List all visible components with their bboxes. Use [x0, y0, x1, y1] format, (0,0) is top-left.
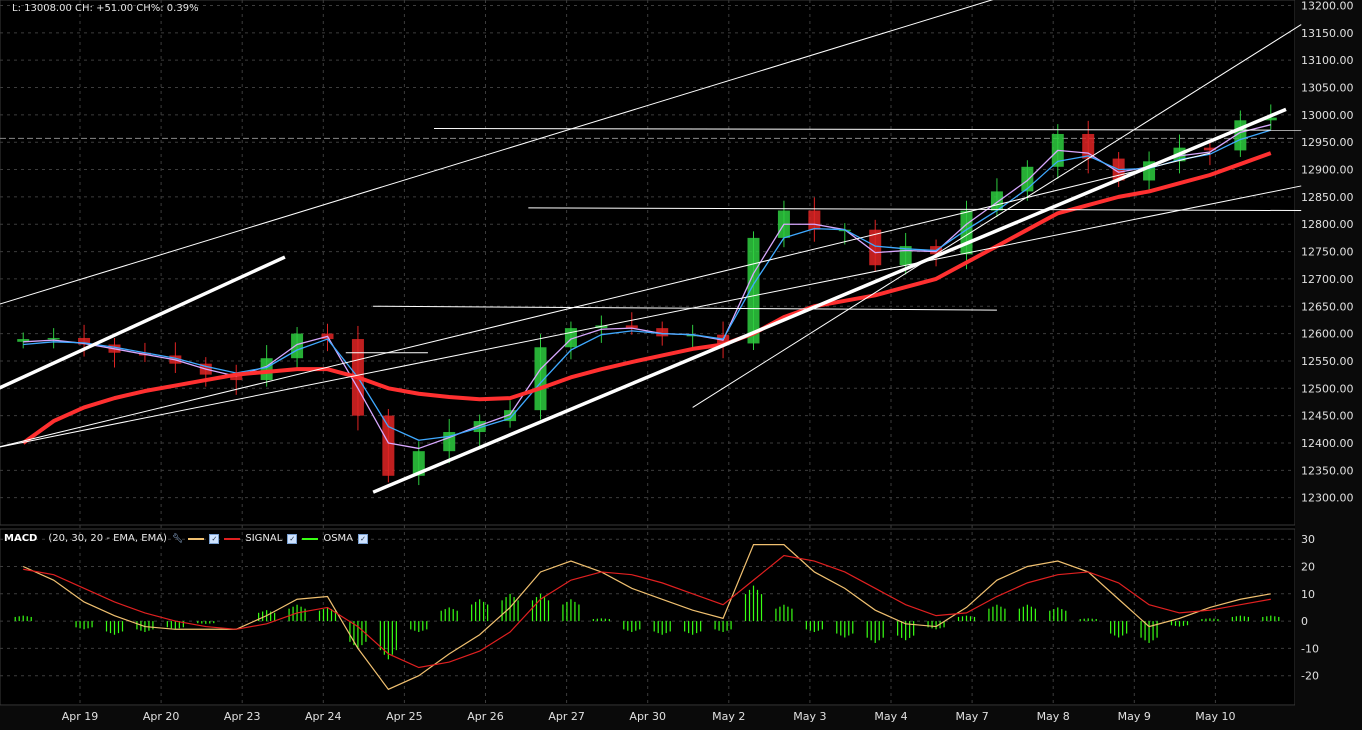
moving-average-line: [22, 151, 1272, 445]
candle-body: [1203, 147, 1216, 151]
price-chart[interactable]: [0, 0, 1302, 494]
macd-tick-label: -10: [1301, 642, 1319, 655]
candle-body: [47, 337, 60, 340]
y-axis-background: [1295, 0, 1362, 706]
price-info-readout: L: 13008.00 CH: +51.00 CH%: 0.39%: [12, 3, 199, 14]
macd-tick-label: 30: [1301, 533, 1315, 546]
macd-chart[interactable]: [14, 544, 1280, 691]
date-tick-label: Apr 27: [548, 710, 585, 723]
axes: 13200.00 13150.00 13100.00 13050.00 13000.00…: [62, 0, 1354, 723]
candle-body: [534, 347, 547, 411]
price-tick-label: 13200.00: [1301, 0, 1354, 12]
candle-body: [382, 415, 395, 476]
candle-body: [504, 410, 517, 422]
candle-body: [260, 358, 273, 381]
candle-body: [230, 374, 243, 381]
candle-body: [656, 328, 669, 337]
macd-tick-label: -20: [1301, 670, 1319, 683]
date-tick-label: Apr 25: [386, 710, 423, 723]
trendline[interactable]: [528, 207, 1302, 212]
macd-legend: MACD (20, 30, 20 - EMA, EMA) 🔧︎ ✓ SIGNAL…: [4, 531, 369, 546]
trendline[interactable]: [433, 128, 1302, 131]
price-tick-label: 12850.00: [1301, 191, 1354, 204]
candle-body: [808, 210, 821, 230]
price-tick-label: 12600.00: [1301, 328, 1354, 341]
price-tick-label: 13050.00: [1301, 82, 1354, 95]
macd-title: MACD: [4, 533, 38, 544]
price-tick-label: 12650.00: [1301, 300, 1354, 313]
macd-tick-label: 0: [1301, 615, 1308, 628]
trendline[interactable]: [0, 185, 1302, 449]
signal-visible-checkbox[interactable]: ✓: [287, 533, 298, 544]
trendline[interactable]: [372, 107, 1287, 494]
price-tick-label: 12900.00: [1301, 164, 1354, 177]
trendline[interactable]: [373, 305, 997, 311]
price-tick-label: 12350.00: [1301, 464, 1354, 477]
price-tick-label: 12950.00: [1301, 136, 1354, 149]
price-tick-label: 12500.00: [1301, 382, 1354, 395]
price-tick-label: 12400.00: [1301, 437, 1354, 450]
date-tick-label: Apr 20: [143, 710, 180, 723]
candle-body: [686, 334, 699, 337]
signal-label: SIGNAL: [245, 533, 283, 544]
candle-body: [869, 229, 882, 266]
price-tick-label: 12550.00: [1301, 355, 1354, 368]
date-tick-label: May 7: [955, 710, 988, 723]
macd-tick-label: 10: [1301, 588, 1315, 601]
moving-average-line: [23, 129, 1271, 441]
trendline[interactable]: [0, 0, 1027, 306]
osma-swatch: [302, 537, 319, 540]
macd-swatch: [188, 537, 205, 540]
price-tick-label: 13150.00: [1301, 27, 1354, 40]
candle-body: [291, 333, 304, 359]
price-tick-label: 12700.00: [1301, 273, 1354, 286]
candle-body: [412, 451, 425, 476]
date-tick-label: May 9: [1118, 710, 1151, 723]
osma-label: OSMA: [323, 533, 354, 544]
date-tick-label: Apr 19: [62, 710, 99, 723]
candle-body: [473, 421, 486, 433]
date-tick-label: May 2: [712, 710, 745, 723]
candle-body: [1021, 166, 1034, 192]
date-tick-label: Apr 24: [305, 710, 342, 723]
price-tick-label: 13000.00: [1301, 109, 1354, 122]
macd-tick-label: 20: [1301, 560, 1315, 573]
candle-body: [1264, 117, 1277, 121]
candle-body: [17, 339, 30, 342]
macd-params: (20, 30, 20 - EMA, EMA): [48, 533, 167, 544]
date-tick-label: Apr 23: [224, 710, 261, 723]
wrench-icon[interactable]: 🔧︎: [171, 533, 184, 544]
price-tick-label: 12300.00: [1301, 492, 1354, 505]
price-tick-label: 12450.00: [1301, 410, 1354, 423]
candle-body: [78, 337, 91, 345]
candle-body: [1082, 133, 1095, 159]
price-tick-label: 13100.00: [1301, 54, 1354, 67]
date-tick-label: May 8: [1037, 710, 1070, 723]
osma-visible-checkbox[interactable]: ✓: [358, 533, 369, 544]
trendline[interactable]: [692, 24, 1302, 408]
date-tick-label: Apr 26: [467, 710, 504, 723]
trendline[interactable]: [0, 152, 1211, 448]
date-tick-label: May 10: [1195, 710, 1235, 723]
x-axis-background: [0, 706, 1362, 730]
signal-line: [23, 554, 1271, 669]
date-tick-label: May 3: [793, 710, 826, 723]
date-tick-label: Apr 30: [629, 710, 666, 723]
trendline[interactable]: [0, 255, 286, 391]
price-tick-label: 12800.00: [1301, 218, 1354, 231]
date-tick-label: May 4: [874, 710, 907, 723]
candle-body: [625, 325, 638, 329]
price-tick-label: 12750.00: [1301, 246, 1354, 259]
macd-visible-checkbox[interactable]: ✓: [209, 533, 220, 544]
signal-swatch: [224, 537, 241, 540]
